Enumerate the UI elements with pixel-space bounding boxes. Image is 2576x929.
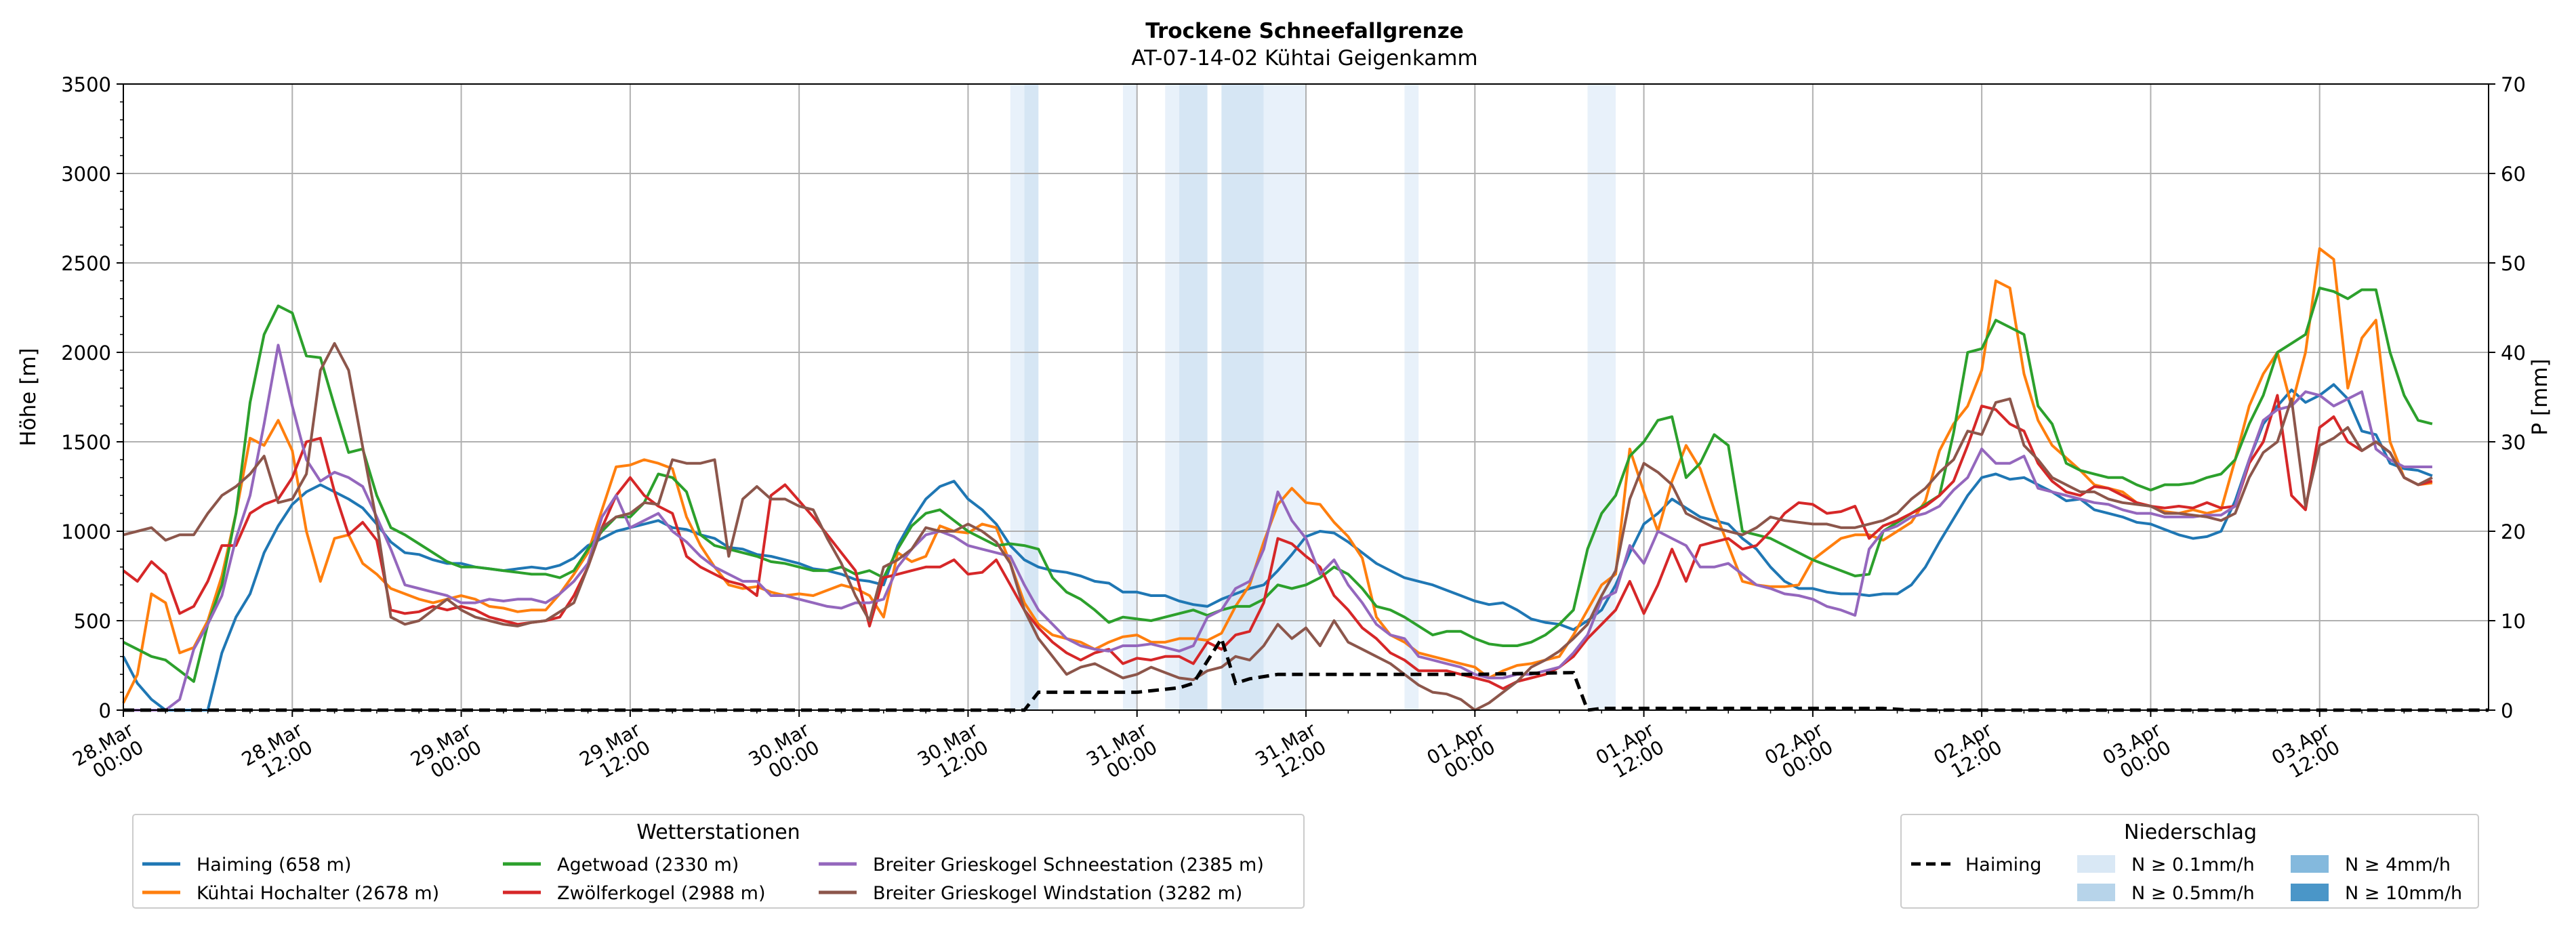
legend-precip-frame xyxy=(1900,814,2479,909)
series-line-4 xyxy=(123,344,2432,711)
legend-precip-swatch-1 xyxy=(2077,884,2115,901)
right-tick-label-0: 0 xyxy=(2501,699,2513,722)
legend-station-label-4: Breiter Grieskogel Schneestation (2385 m… xyxy=(873,854,1264,875)
left-tick-label-6: 3000 xyxy=(61,163,111,186)
left-tick-label-3: 1500 xyxy=(61,431,111,454)
right-tick-label-2: 20 xyxy=(2501,520,2526,543)
legend-station-label-3: Zwölferkogel (2988 m) xyxy=(557,883,766,904)
precip-band-0 xyxy=(1010,84,1025,710)
right-tick-label-6: 60 xyxy=(2501,163,2526,186)
series-line-3 xyxy=(122,394,2433,690)
legend-station-label-2: Agetwoad (2330 m) xyxy=(557,854,739,875)
legend-precip-line-label: Haiming xyxy=(1965,854,2041,875)
left-tick-label-5: 2500 xyxy=(61,252,111,275)
precipitation-series xyxy=(123,634,2489,712)
legend-precip-label-3: N ≥ 10mm/h xyxy=(2345,883,2462,904)
precip-band-3 xyxy=(1165,84,1180,710)
legend-stations-title: Wetterstationen xyxy=(636,821,800,844)
left-tick-label-7: 3500 xyxy=(61,73,111,96)
right-axis-ticks: 0 10 20 30 40 50 60 70 xyxy=(2489,73,2526,722)
legend-stations-frame xyxy=(132,814,1305,909)
right-tick-label-3: 30 xyxy=(2501,431,2526,454)
precip-band-8 xyxy=(1587,84,1616,710)
right-tick-label-4: 40 xyxy=(2501,342,2526,365)
station-series xyxy=(122,247,2433,711)
legend-precip-swatch-0 xyxy=(2077,855,2115,873)
legend-station-label-1: Kühtai Hochalter (2678 m) xyxy=(197,883,439,904)
legend-precip: Niederschlag Haiming N ≥ 0.1mm/h N ≥ 0.5m… xyxy=(1900,814,2479,909)
left-tick-label-4: 2000 xyxy=(61,342,111,365)
chart-subtitle: AT-07-14-02 Kühtai Geigenkamm xyxy=(1131,46,1477,70)
left-tick-label-2: 1000 xyxy=(61,520,111,543)
series-line-2 xyxy=(123,287,2433,683)
legend-precip-swatch-3 xyxy=(2291,884,2329,901)
y-axis-label-right: P [mm] xyxy=(2528,358,2552,435)
left-tick-label-1: 500 xyxy=(74,610,111,633)
precip-line-haiming xyxy=(123,634,2489,712)
left-tick-label-0: 0 xyxy=(99,699,111,722)
legend-station-label-0: Haiming (658 m) xyxy=(197,854,351,875)
precip-band-4 xyxy=(1179,84,1208,710)
right-tick-label-5: 50 xyxy=(2501,252,2526,275)
legend-precip-label-2: N ≥ 4mm/h xyxy=(2345,854,2451,875)
series-line-5 xyxy=(123,342,2433,711)
legend-stations: Wetterstationen Haiming (658 m) Kühtai Ho… xyxy=(132,814,1305,909)
legend-station-label-5: Breiter Grieskogel Windstation (3282 m) xyxy=(873,883,1242,904)
series-line-1 xyxy=(122,247,2433,704)
right-tick-label-7: 70 xyxy=(2501,73,2526,96)
precip-band-1 xyxy=(1024,84,1039,710)
precip-band-2 xyxy=(1122,84,1137,710)
legend-precip-title: Niederschlag xyxy=(2124,821,2257,844)
y-axis-label-left: Höhe [m] xyxy=(16,348,41,446)
chart-title: Trockene Schneefallgrenze xyxy=(1145,19,1464,43)
legend-precip-label-1: N ≥ 0.5mm/h xyxy=(2131,883,2255,904)
precip-band-6 xyxy=(1263,84,1306,710)
precip-band-7 xyxy=(1404,84,1419,710)
right-tick-label-1: 10 xyxy=(2501,610,2526,633)
legend-precip-label-0: N ≥ 0.1mm/h xyxy=(2131,854,2255,875)
left-axis-ticks: 0 500 1000 1500 2000 2500 3000 3500 xyxy=(61,73,123,722)
legend-precip-swatch-2 xyxy=(2291,855,2329,873)
